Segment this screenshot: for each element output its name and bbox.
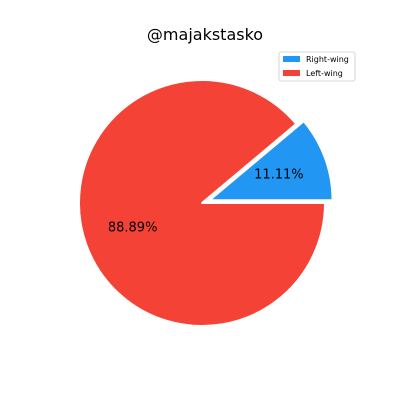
slice-label-left-wing: 88.89%: [108, 221, 158, 236]
pie-slices: [78, 79, 334, 327]
legend: Right-wing Left-wing: [278, 51, 356, 82]
chart-title: @majakstasko: [147, 25, 263, 44]
legend-label-left-wing: Left-wing: [306, 69, 343, 78]
legend-label-right-wing: Right-wing: [306, 55, 349, 64]
pie-labels: 11.11% 88.89%: [108, 168, 304, 236]
pie-slice-left-wing: [78, 79, 326, 327]
pie-slice-right-wing: [208, 120, 334, 202]
slice-label-right-wing: 11.11%: [254, 168, 304, 183]
legend-swatch-left-wing: [283, 70, 300, 76]
legend-swatch-right-wing: [283, 56, 300, 62]
